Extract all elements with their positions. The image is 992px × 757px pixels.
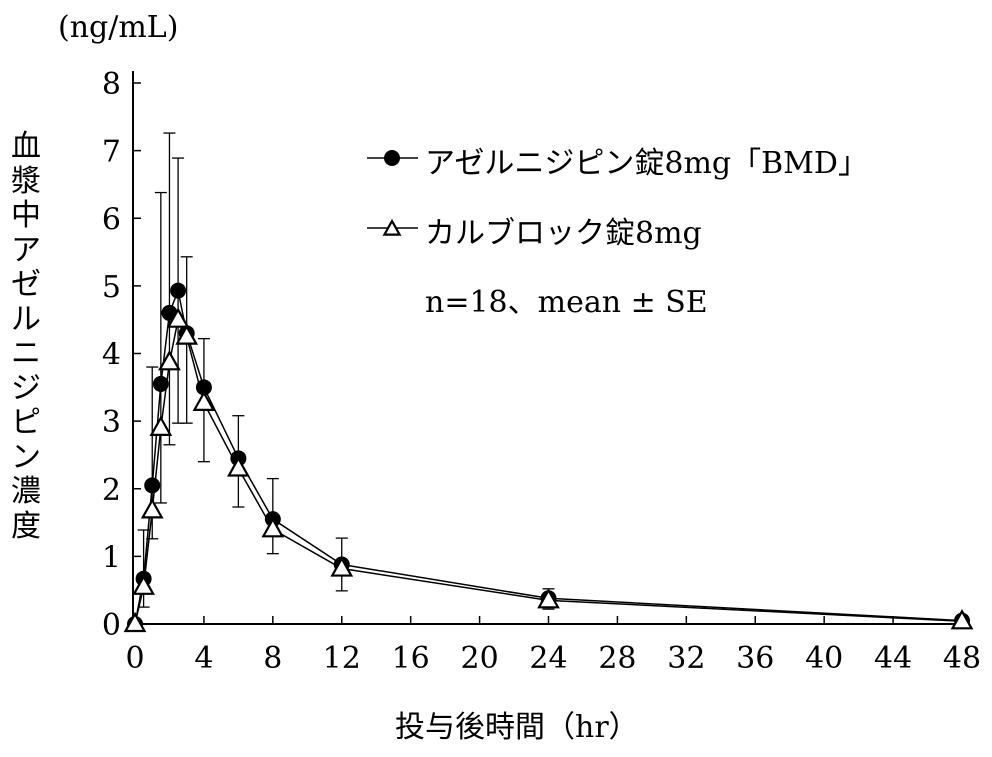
x-tick-label: 16 bbox=[392, 641, 430, 676]
data-point-triangle bbox=[149, 415, 173, 436]
x-tick-label: 36 bbox=[736, 641, 774, 676]
x-tick-label: 20 bbox=[460, 641, 498, 676]
data-point-triangle bbox=[175, 324, 199, 345]
x-tick-label: 0 bbox=[125, 641, 144, 676]
legend-marker-triangle bbox=[382, 218, 402, 236]
legend-label-calblock: カルブロック錠8mg bbox=[425, 216, 702, 251]
y-tick-label: 4 bbox=[102, 338, 121, 373]
data-point-circle bbox=[152, 375, 169, 392]
data-point-triangle bbox=[261, 517, 285, 538]
y-tick-label: 5 bbox=[102, 270, 121, 305]
data-point-triangle bbox=[166, 307, 190, 328]
y-tick-label: 6 bbox=[102, 202, 121, 237]
annotation-n-mean-se: n=18、mean ± SE bbox=[425, 285, 708, 320]
data-point-circle bbox=[195, 379, 212, 396]
x-axis-label: 投与後時間（hr） bbox=[395, 710, 639, 745]
y-unit-label: (ng/mL) bbox=[58, 10, 179, 45]
x-tick-label: 40 bbox=[805, 641, 843, 676]
x-tick-label: 24 bbox=[529, 641, 567, 676]
data-point-circle bbox=[170, 282, 187, 299]
x-tick-label: 4 bbox=[194, 641, 213, 676]
x-tick-label: 32 bbox=[667, 641, 705, 676]
y-tick-label: 1 bbox=[102, 540, 121, 575]
y-tick-label: 8 bbox=[102, 67, 121, 102]
y-tick-label: 7 bbox=[102, 135, 121, 170]
data-point-triangle bbox=[192, 390, 216, 411]
data-point-triangle bbox=[330, 556, 354, 577]
data-point-triangle bbox=[132, 574, 155, 595]
x-tick-label: 12 bbox=[323, 641, 361, 676]
series-line-0 bbox=[134, 287, 963, 625]
x-tick-label: 28 bbox=[598, 641, 636, 676]
y-tick-label: 3 bbox=[102, 405, 121, 440]
y-axis-label: 血漿中アゼルニジピン濃度 bbox=[11, 129, 41, 544]
data-point-triangle bbox=[227, 456, 250, 477]
data-point-triangle bbox=[140, 498, 164, 519]
data-point-triangle bbox=[158, 350, 181, 371]
legend-label-bmd: アゼルニジピン錠8mg「BMD」 bbox=[425, 146, 868, 181]
y-tick-label: 0 bbox=[102, 608, 121, 643]
x-tick-label: 48 bbox=[943, 641, 981, 676]
series-line-1 bbox=[134, 317, 963, 625]
data-point-triangle bbox=[537, 588, 560, 609]
data-point-circle bbox=[144, 477, 161, 494]
x-tick-label: 44 bbox=[874, 641, 912, 676]
y-tick-label: 2 bbox=[102, 473, 121, 508]
legend-marker-circle bbox=[384, 150, 400, 166]
data-point-triangle bbox=[950, 609, 974, 630]
data-point-triangle bbox=[123, 611, 147, 633]
x-tick-label: 8 bbox=[263, 641, 282, 676]
